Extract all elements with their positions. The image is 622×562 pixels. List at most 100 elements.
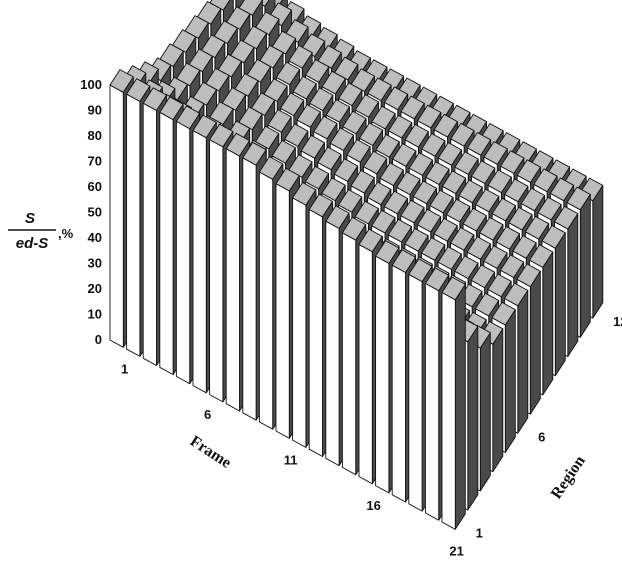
bar-side-r5-f21 <box>504 309 516 453</box>
bar-top-r9-f11 <box>375 134 400 158</box>
bar-front-r1-f3 <box>142 102 157 366</box>
bar-front-r1-f20 <box>424 282 440 521</box>
bar-top-r11-f18 <box>516 159 541 183</box>
bar-top-r11-f15 <box>466 132 492 156</box>
bar-top-r1-f1 <box>109 69 134 93</box>
bar-side-r4-f21 <box>492 328 504 473</box>
bar-front-r1-f2 <box>126 93 141 357</box>
bar-top-r1-f15 <box>341 216 367 241</box>
bar-top-r6-f16 <box>421 237 446 261</box>
bar-front-r1-f18 <box>391 264 406 503</box>
bar-top-r1-f21 <box>441 276 466 301</box>
bar-top-r1-f14 <box>325 205 350 229</box>
bar-top-r8-f10 <box>346 139 371 163</box>
bar-top-r6-f17 <box>437 246 462 270</box>
bar-top-r7-f14 <box>400 199 425 224</box>
bar-front-r1-f21 <box>441 292 456 530</box>
bar-top-r10-f21 <box>554 205 579 230</box>
bar-front-r1-f17 <box>375 255 390 494</box>
bar-top-r7-f20 <box>499 254 525 278</box>
bar-top-r9-f17 <box>475 188 500 213</box>
bar-top-r1-f12 <box>292 182 317 206</box>
frame-tick-label: 11 <box>284 453 298 468</box>
bar-top-r9-f16 <box>458 179 483 204</box>
bar-top-r1-f20 <box>424 267 450 292</box>
bar-top-r11-f17 <box>500 150 525 174</box>
bar-top-r8-f17 <box>462 207 487 232</box>
bar-top-r8-f9 <box>329 127 355 151</box>
bar-top-r7-f17 <box>450 227 475 251</box>
bar-top-r9-f9 <box>342 110 367 135</box>
bar-top-r9-f13 <box>408 152 433 176</box>
bar-top-r9-f12 <box>392 143 417 167</box>
bar-top-r11-f10 <box>383 86 409 111</box>
bar-top-r8-f15 <box>429 189 454 214</box>
bar-top-r8-f20 <box>512 235 537 259</box>
bar-top-r7-f15 <box>416 208 442 233</box>
bar-top-r7-f13 <box>383 190 408 215</box>
bar-top-r6-f18 <box>454 255 479 279</box>
bar-top-r11-f20 <box>549 177 575 202</box>
bar-top-r10-f9 <box>354 94 380 118</box>
y-tick-label: 100 <box>80 77 102 92</box>
bar-top-r7-f6 <box>267 109 292 133</box>
bar-top-r6-f14 <box>387 218 413 243</box>
bar-side-r9-f21 <box>554 232 566 377</box>
bar-front-r1-f7 <box>209 139 224 403</box>
bar-top-r1-f16 <box>358 228 383 253</box>
bar-side-r8-f21 <box>542 251 554 396</box>
bar-top-r10-f14 <box>437 142 463 166</box>
region-tick-label: 12 <box>613 314 622 329</box>
bar-top-r9-f14 <box>425 161 450 185</box>
bar-top-r9-f5 <box>275 61 301 86</box>
bar-top-r10-f18 <box>504 178 529 203</box>
y-axis-title-numerator: S <box>25 210 35 227</box>
bar-top-r6-f10 <box>321 177 346 202</box>
bar-side-r7-f21 <box>529 270 541 415</box>
bar-top-r1-f6 <box>192 114 217 139</box>
bar-top-r6-f13 <box>371 209 396 234</box>
bar-top-r7-f8 <box>300 134 325 159</box>
bar-top-r11-f21 <box>566 186 591 211</box>
bar-top-r10-f7 <box>321 70 346 95</box>
bar-top-r6-f12 <box>354 200 379 225</box>
frame-tick-label: 1 <box>121 362 128 377</box>
bar-top-r9-f6 <box>292 75 317 100</box>
bar-top-r7-f18 <box>466 236 491 260</box>
bar-r1-f21 <box>441 276 466 530</box>
bar-side-r6-f21 <box>517 289 529 434</box>
bar-side-r3-f21 <box>479 332 491 492</box>
bar-side-r11-f21 <box>579 193 591 338</box>
y-tick-label: 90 <box>88 103 102 118</box>
bar-top-r7-f12 <box>367 181 392 206</box>
y-axis-title: S ed-S ,% <box>8 210 74 252</box>
bar-side-r10-f21 <box>567 213 579 357</box>
bar-top-r1-f18 <box>391 249 416 273</box>
region-tick-labels: 1612 <box>476 314 622 540</box>
bar-top-r1-f5 <box>175 105 201 130</box>
bar-top-r11-f11 <box>400 95 425 120</box>
bar-top-r1-f8 <box>225 132 250 157</box>
bar-front-r1-f16 <box>358 244 373 485</box>
bar-top-r9-f7 <box>309 87 334 112</box>
bar-front-r1-f9 <box>242 157 257 421</box>
x-axis-title-frame: Frame <box>187 433 234 472</box>
bar-top-r10-f8 <box>338 82 363 107</box>
y-axis-title-denominator: ed-S <box>16 235 49 252</box>
bar-top-r9-f8 <box>325 99 350 123</box>
bar-top-r7-f16 <box>433 217 458 242</box>
bar-front-r1-f15 <box>341 232 357 476</box>
bar-front-r1-f6 <box>192 130 207 394</box>
bar-front-r1-f4 <box>159 111 174 376</box>
bar-top-r10-f17 <box>487 169 512 194</box>
bar-top-r1-f2 <box>126 78 151 102</box>
bars-layer <box>109 0 604 530</box>
bar-top-r11-f16 <box>483 141 508 165</box>
bar-top-r11-f13 <box>433 113 458 138</box>
bar-top-r9-f10 <box>358 122 384 146</box>
bar-top-r11-f9 <box>367 77 392 102</box>
bar-top-r1-f7 <box>209 123 234 148</box>
y-tick-label: 10 <box>88 307 102 322</box>
bar-top-r7-f21 <box>516 263 541 288</box>
